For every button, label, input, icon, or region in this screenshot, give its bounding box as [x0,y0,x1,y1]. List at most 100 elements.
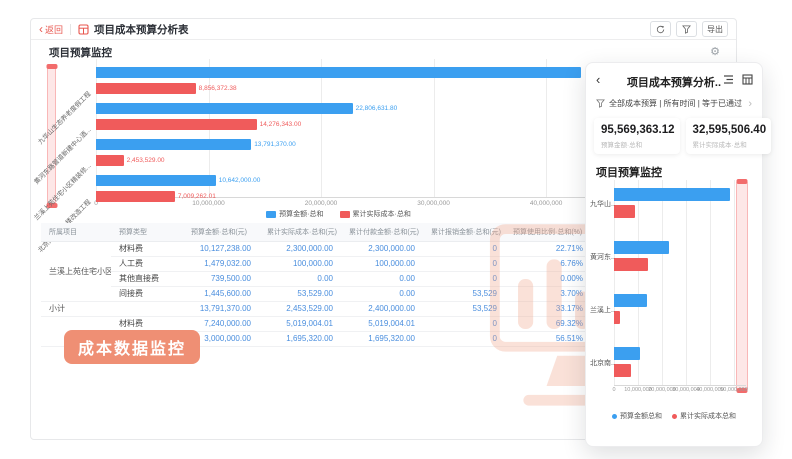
budget-type-cell: 人工费 [111,256,183,272]
metric-cell[interactable]: 0 [423,256,505,272]
legend-item-actual[interactable]: 累计实际成本·总和 [339,209,411,219]
panel-filter-bar[interactable]: 全部成本预算 | 所有时间 | 等于已通过 › [586,93,762,109]
metric-cell[interactable]: 0 [423,331,505,347]
bar-actual[interactable] [614,311,620,324]
metric-cell[interactable]: 2,400,000.00 [341,301,423,317]
funnel-icon [596,99,605,108]
metric-cell[interactable]: 53,529.00 [259,286,341,302]
bar-actual[interactable] [96,155,124,166]
panel-title: 项目成本预算分析.. [626,77,722,89]
bar-budget[interactable] [614,188,730,201]
bar-budget[interactable] [96,139,252,150]
gridline [686,180,687,385]
bar-actual[interactable] [614,364,631,377]
toolbar: 导出 [650,21,728,37]
metric-cell[interactable]: 739,500.00 [183,271,259,287]
table-row: 间接费 1,445,600.00 53,529.00 0.00 53,529 3.70% [41,286,591,302]
datazoom-handle-top[interactable] [46,64,57,69]
metric-cell[interactable]: 0.00% [505,271,591,287]
stat-card-actual[interactable]: 32,595,506.40 累计实际成本·总和 [685,118,772,154]
metric-cell[interactable]: 69.32% [505,316,591,332]
legend-label: 预算金额·总和 [279,211,324,218]
metric-cell[interactable]: 22.71% [505,241,591,257]
category-label: 兰溪上.. [590,307,615,314]
bar-budget[interactable] [614,294,648,307]
metric-cell[interactable]: 0 [423,271,505,287]
metric-cell[interactable]: 2,453,529.00 [259,301,341,317]
metric-cell[interactable]: 53,529 [423,301,505,317]
metric-cell[interactable]: 1,695,320.00 [341,331,423,347]
legend-dot-red [672,413,677,419]
bar-budget[interactable] [96,175,216,186]
metric-cell[interactable]: 1,695,320.00 [259,331,341,347]
metric-cell[interactable]: 3,000,000.00 [183,331,259,347]
table-row: 其他直接费 739,500.00 0.00 0.00 0 0.00% [41,271,591,287]
legend-label: 累计实际成本总和 [680,413,736,420]
metric-cell[interactable]: 53,529 [423,286,505,302]
metric-cell[interactable]: 5,019,004.01 [341,316,423,332]
table-view-icon[interactable] [742,74,753,85]
datazoom-handle-top[interactable] [736,179,748,184]
panel-back-icon[interactable]: ‹ [596,72,601,87]
gridline [734,180,735,385]
metric-cell[interactable]: 0.00 [341,286,423,302]
column-header: 累计付款金额·总和(元) [341,223,423,242]
back-chevron-icon: ‹ [39,21,43,36]
metric-cell[interactable]: 6.76% [505,256,591,272]
bar-actual[interactable] [96,83,196,94]
bar-actual[interactable] [96,119,257,130]
metric-cell[interactable]: 0.00 [259,271,341,287]
bar-actual[interactable] [96,191,175,202]
datazoom-slider[interactable] [46,64,57,208]
gear-icon[interactable]: ⚙ [710,46,720,58]
bar-budget[interactable] [96,67,581,78]
bar-actual[interactable] [614,205,636,218]
bar-budget[interactable] [614,347,640,360]
back-button[interactable]: ‹ 返回 [39,23,63,36]
metric-cell[interactable]: 100,000.00 [259,256,341,272]
metric-cell[interactable]: 0 [423,316,505,332]
legend-item-budget[interactable]: 预算金额总和 [612,411,662,421]
metric-cell[interactable]: 0 [423,241,505,257]
export-button[interactable]: 导出 [702,21,728,37]
axis-tick-label: 30,000,000 [417,200,450,207]
mobile-panel: ‹ 项目成本预算分析.. 全部成本预算 | 所有时间 | 等于已通过 › 95,… [585,62,772,447]
bar-budget[interactable] [96,103,353,114]
gridline [614,180,615,385]
bar-value-label: 8,856,372.38 [198,85,237,92]
metric-cell[interactable]: 33.17% [505,301,591,317]
legend-item-budget[interactable]: 预算金额·总和 [266,209,324,219]
filter-button[interactable] [676,21,697,37]
metric-cell[interactable]: 2,300,000.00 [259,241,341,257]
legend-item-actual[interactable]: 累计实际成本总和 [672,411,736,421]
subtotal-row: 小计 13,791,370.00 2,453,529.00 2,400,000.00 5… [41,301,591,317]
budget-type-cell: 材料费 [111,241,183,257]
metric-cell[interactable]: 5,019,004.01 [259,316,341,332]
axis-tick-label: 10,000,000 [192,200,225,207]
axis-tick-label: 40,000,000 [529,200,563,207]
bar-actual[interactable] [614,258,649,271]
gridline [710,180,711,385]
datazoom-slider[interactable] [736,179,748,393]
metric-cell[interactable]: 56.51% [505,331,591,347]
metric-cell[interactable]: 3.70% [505,286,591,302]
metric-cell[interactable]: 2,300,000.00 [341,241,423,257]
metric-cell[interactable]: 100,000.00 [341,256,423,272]
export-label: 导出 [707,24,723,34]
divider [70,23,72,35]
metric-cell[interactable]: 0.00 [341,271,423,287]
axis-tick-label: 40,000,000 [696,387,724,393]
metric-cell[interactable]: 13,791,370.00 [183,301,259,317]
metric-cell[interactable]: 10,127,238.00 [183,241,259,257]
panel-bar-chart: 0 10,000,000 20,000,000 30,000,000 40,000,00… [586,179,764,406]
datazoom-handle-bottom[interactable] [46,203,57,208]
refresh-button[interactable] [650,21,671,37]
metric-cell[interactable]: 1,445,600.00 [183,286,259,302]
filter-text: 全部成本预算 | 所有时间 | 等于已通过 [609,99,743,108]
stat-card-budget[interactable]: 95,569,363.12 预算金额·总和 [594,118,680,154]
metric-cell[interactable]: 7,240,000.00 [183,316,259,332]
list-view-icon[interactable] [723,74,734,85]
metric-cell[interactable]: 1,479,032.00 [183,256,259,272]
bar-budget[interactable] [614,241,669,254]
datazoom-handle-bottom[interactable] [736,388,748,393]
